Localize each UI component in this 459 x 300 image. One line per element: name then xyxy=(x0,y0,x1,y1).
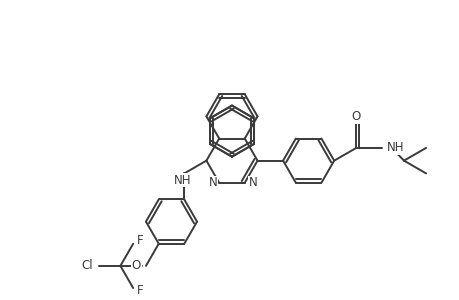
Text: Cl: Cl xyxy=(81,260,93,272)
Text: NH: NH xyxy=(386,141,403,154)
Text: N: N xyxy=(208,176,217,189)
Text: N: N xyxy=(248,176,257,189)
Text: F: F xyxy=(137,284,143,298)
Text: O: O xyxy=(131,260,141,272)
Text: O: O xyxy=(351,110,360,123)
Text: F: F xyxy=(137,234,143,247)
Text: NH: NH xyxy=(173,174,190,187)
